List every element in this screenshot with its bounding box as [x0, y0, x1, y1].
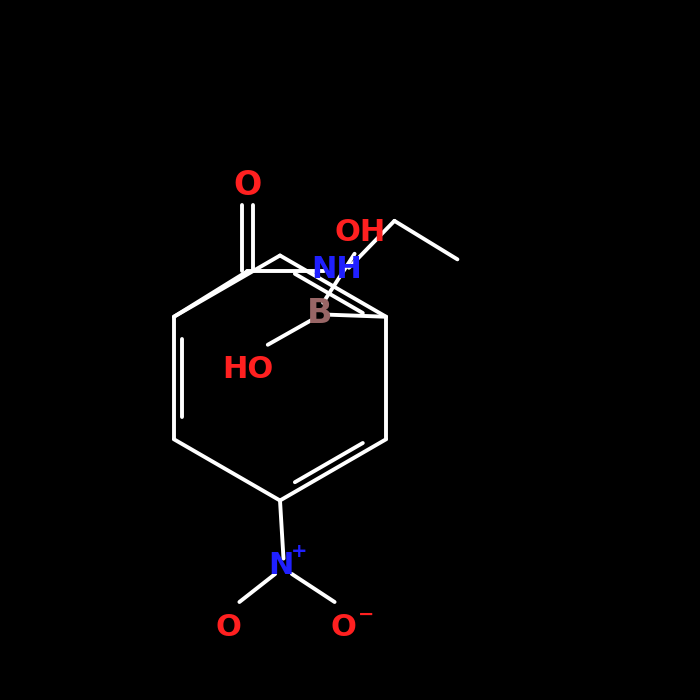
Text: OH: OH [335, 218, 386, 246]
Text: +: + [290, 542, 307, 561]
Text: O: O [331, 612, 356, 642]
Text: O: O [233, 169, 262, 202]
Text: N: N [269, 551, 294, 580]
Text: O: O [216, 612, 242, 642]
Text: NH: NH [311, 256, 362, 284]
Text: −: − [358, 605, 374, 624]
Text: B: B [307, 297, 332, 330]
Text: HO: HO [223, 355, 274, 384]
